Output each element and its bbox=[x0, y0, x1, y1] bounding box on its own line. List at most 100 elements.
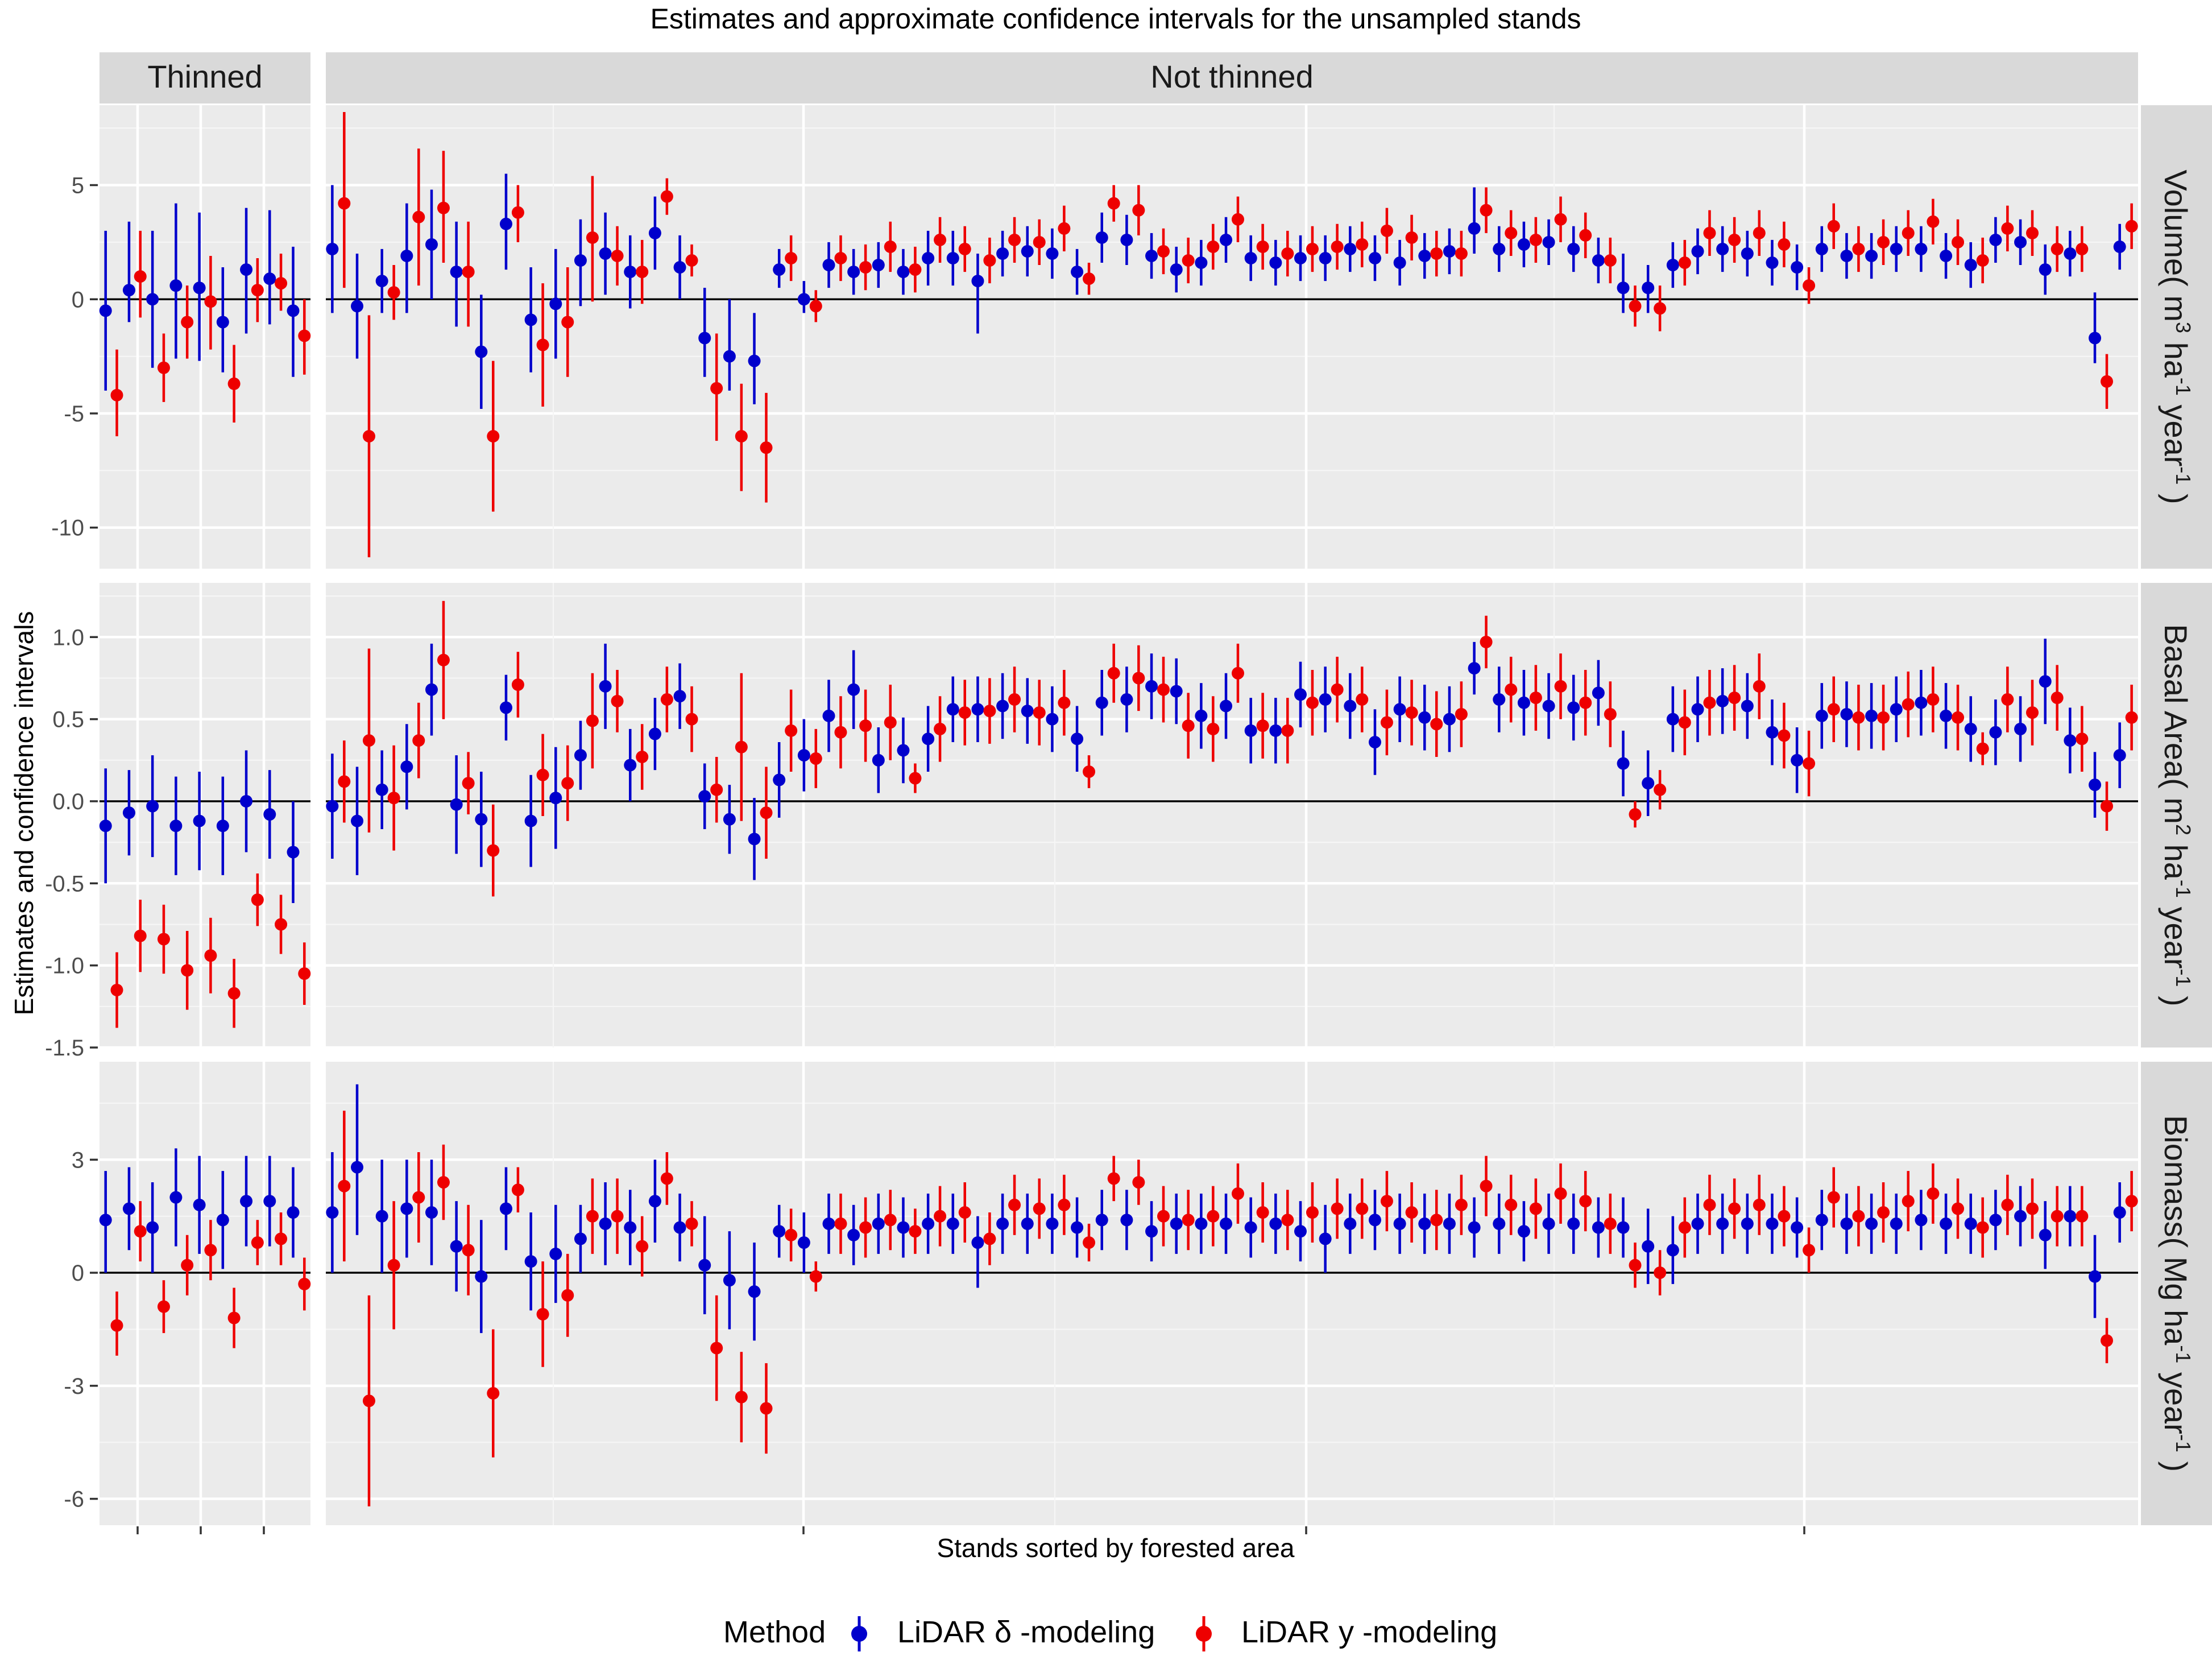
estimate-point-delta bbox=[748, 1285, 761, 1298]
estimate-point-delta bbox=[624, 1221, 637, 1234]
panel-not_thinned bbox=[326, 105, 2138, 569]
estimate-point-y bbox=[1529, 233, 1542, 246]
estimate-point-y bbox=[1803, 757, 1816, 770]
estimate-point-y bbox=[1703, 696, 1716, 709]
estimate-point-delta bbox=[2039, 1228, 2052, 1241]
estimate-point-delta bbox=[475, 813, 488, 826]
estimate-point-y bbox=[1852, 711, 1865, 724]
estimate-point-delta bbox=[1344, 1217, 1357, 1230]
estimate-point-delta bbox=[946, 1217, 959, 1230]
estimate-point-y bbox=[1083, 272, 1096, 285]
estimate-point-delta bbox=[599, 247, 612, 260]
estimate-point-y bbox=[251, 893, 264, 906]
estimate-point-delta bbox=[1468, 222, 1481, 235]
estimate-point-y bbox=[134, 1225, 147, 1238]
estimate-point-y bbox=[1306, 242, 1319, 255]
estimate-point-y bbox=[1405, 231, 1418, 244]
estimate-point-delta bbox=[2014, 1210, 2027, 1223]
estimate-point-y bbox=[1604, 254, 1617, 267]
estimate-point-y bbox=[487, 1387, 500, 1400]
estimate-point-y bbox=[1927, 693, 1940, 706]
estimate-point-delta bbox=[1170, 1217, 1183, 1230]
estimate-point-delta bbox=[1046, 247, 1059, 260]
estimate-point-y bbox=[275, 918, 288, 931]
estimate-point-delta bbox=[499, 701, 512, 714]
estimate-point-y bbox=[685, 1217, 698, 1230]
estimate-point-y bbox=[909, 1225, 922, 1238]
estimate-point-delta bbox=[475, 345, 488, 358]
panel-background bbox=[326, 105, 2138, 569]
estimate-point-y bbox=[1480, 204, 1493, 217]
estimate-point-delta bbox=[897, 744, 910, 757]
estimate-point-delta bbox=[1468, 662, 1481, 675]
row-strip bbox=[2141, 105, 2212, 569]
estimate-point-delta bbox=[1716, 1217, 1729, 1230]
estimate-point-y bbox=[710, 783, 723, 796]
legend-key-delta-point bbox=[851, 1626, 867, 1642]
estimate-point-delta bbox=[1865, 1217, 1878, 1230]
estimate-point-y bbox=[1033, 235, 1046, 249]
estimate-point-y bbox=[809, 1270, 822, 1283]
estimate-point-y bbox=[134, 929, 147, 942]
estimate-point-y bbox=[536, 768, 549, 781]
estimate-point-y bbox=[204, 949, 217, 962]
estimate-point-y bbox=[909, 263, 922, 276]
column-strip-0 bbox=[100, 52, 310, 104]
estimate-point-delta bbox=[1815, 709, 1828, 722]
estimate-point-delta bbox=[1120, 233, 1133, 246]
estimate-point-delta bbox=[146, 293, 159, 306]
estimate-point-y bbox=[834, 1217, 847, 1230]
estimate-point-y bbox=[1976, 254, 1989, 267]
y-tick-label: 0 bbox=[72, 287, 84, 312]
estimate-point-delta bbox=[1691, 1217, 1704, 1230]
estimate-point-delta bbox=[1368, 736, 1381, 749]
estimate-point-y bbox=[1207, 722, 1220, 735]
estimate-point-y bbox=[536, 1307, 549, 1320]
estimate-point-y bbox=[685, 713, 698, 726]
estimate-point-y bbox=[1107, 1172, 1120, 1185]
estimate-point-y bbox=[1902, 698, 1915, 711]
estimate-point-y bbox=[934, 233, 947, 246]
estimate-point-y bbox=[1231, 213, 1244, 226]
estimate-point-y bbox=[181, 1258, 194, 1272]
estimate-point-y bbox=[437, 1176, 450, 1189]
estimate-point-y bbox=[1455, 247, 1468, 260]
estimate-point-delta bbox=[2039, 263, 2052, 276]
estimate-point-y bbox=[958, 1206, 971, 1219]
estimate-point-y bbox=[1629, 300, 1642, 313]
estimate-point-delta bbox=[1517, 696, 1530, 709]
estimate-point-delta bbox=[1840, 249, 1853, 262]
estimate-point-delta bbox=[1592, 254, 1605, 267]
facet-panels: Thinned Not thinned Volume( m3 ha-1 year-1… bbox=[45, 52, 2212, 1534]
estimate-point-delta bbox=[723, 1274, 736, 1287]
estimate-point-delta bbox=[146, 800, 159, 813]
estimate-point-y bbox=[1902, 1195, 1915, 1208]
estimate-point-delta bbox=[1642, 777, 1655, 790]
estimate-point-y bbox=[934, 722, 947, 735]
estimate-point-delta bbox=[1393, 256, 1406, 270]
legend: Method LiDAR δ -modeling LiDAR y -modeli… bbox=[723, 1615, 1497, 1651]
estimate-point-delta bbox=[326, 800, 339, 813]
estimate-point-delta bbox=[1940, 1217, 1953, 1230]
estimate-point-delta bbox=[1915, 696, 1928, 709]
estimate-point-delta bbox=[1344, 699, 1357, 713]
estimate-point-y bbox=[1480, 635, 1493, 648]
estimate-point-y bbox=[2100, 1334, 2113, 1347]
estimate-point-delta bbox=[922, 251, 935, 264]
estimate-point-y bbox=[1505, 683, 1518, 696]
estimate-point-delta bbox=[1666, 713, 1679, 726]
estimate-point-delta bbox=[375, 1210, 388, 1223]
estimate-point-delta bbox=[1592, 686, 1605, 699]
estimate-point-delta bbox=[1145, 249, 1158, 262]
estimate-point-delta bbox=[1145, 1225, 1158, 1238]
estimate-point-y bbox=[660, 190, 673, 203]
estimate-point-y bbox=[1455, 1198, 1468, 1211]
estimate-point-y bbox=[934, 1210, 947, 1223]
estimate-point-delta bbox=[1220, 1217, 1233, 1230]
estimate-point-delta bbox=[263, 808, 276, 821]
y-tick-label: 0.0 bbox=[52, 789, 84, 814]
estimate-point-delta bbox=[946, 251, 959, 264]
estimate-point-y bbox=[809, 300, 822, 313]
estimate-point-y bbox=[561, 777, 574, 790]
estimate-point-delta bbox=[1120, 693, 1133, 706]
